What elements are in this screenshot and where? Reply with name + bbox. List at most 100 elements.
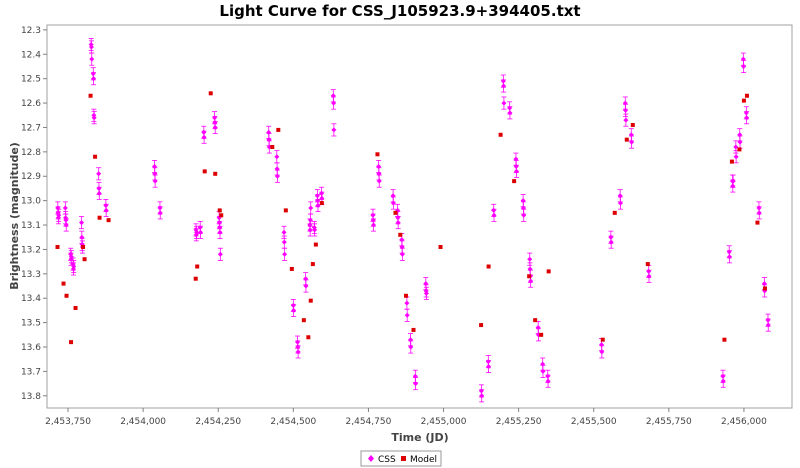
legend-css-label: CSS bbox=[378, 455, 396, 465]
legend-model-marker bbox=[401, 456, 406, 461]
y-tick-label: 13.5 bbox=[21, 319, 41, 329]
y-tick-label: 12.3 bbox=[21, 26, 41, 36]
model-data-point bbox=[755, 220, 760, 225]
legend-model-label: Model bbox=[410, 455, 437, 465]
x-axis-label: Time (JD) bbox=[391, 431, 448, 444]
css-data-point bbox=[331, 96, 337, 110]
css-data-point bbox=[201, 130, 207, 144]
y-tick-label: 12.9 bbox=[21, 172, 41, 182]
css-data-point bbox=[730, 174, 736, 188]
legend-item-model: Model bbox=[401, 455, 437, 465]
css-data-point bbox=[744, 111, 750, 125]
model-data-point bbox=[645, 262, 650, 267]
y-tick-label: 12.6 bbox=[21, 99, 41, 109]
model-data-point bbox=[737, 147, 742, 152]
y-tick-label: 12.4 bbox=[21, 50, 41, 60]
css-data-point bbox=[737, 135, 743, 149]
legend-css-marker bbox=[368, 455, 374, 462]
css-data-point bbox=[376, 174, 382, 188]
css-data-point bbox=[63, 218, 69, 232]
model-data-point bbox=[512, 179, 517, 184]
plot-frame bbox=[46, 24, 793, 409]
model-data-point bbox=[82, 257, 87, 262]
model-data-point bbox=[283, 208, 288, 213]
y-tick-label: 13.7 bbox=[21, 367, 41, 377]
x-axis-ticks: 2,453,750 2,454,000 2,454,250 2,454,500 2,45… bbox=[45, 408, 767, 427]
model-data-point bbox=[308, 298, 313, 303]
css-data-point bbox=[395, 216, 401, 230]
model-data-point bbox=[630, 123, 635, 128]
css-data-point bbox=[741, 59, 747, 73]
x-tick-label: 2,455,250 bbox=[496, 417, 542, 427]
css-data-point bbox=[303, 279, 309, 293]
model-data-point bbox=[624, 137, 629, 142]
css-data-point bbox=[274, 169, 280, 183]
y-tick-label: 13.1 bbox=[21, 221, 41, 231]
css-data-point bbox=[295, 345, 301, 359]
css-data-point bbox=[733, 150, 739, 164]
css-data-point bbox=[71, 260, 77, 274]
model-data-point bbox=[600, 337, 605, 342]
model-data-point bbox=[97, 215, 102, 220]
css-data-point bbox=[212, 120, 218, 134]
x-tick-label: 2,455,750 bbox=[646, 417, 692, 427]
css-data-point bbox=[514, 164, 520, 178]
model-data-point bbox=[546, 269, 551, 274]
css-data-point bbox=[629, 135, 635, 149]
model-data-point bbox=[289, 266, 294, 271]
css-data-point bbox=[91, 111, 97, 125]
y-tick-label: 12.8 bbox=[21, 148, 41, 158]
model-data-point bbox=[403, 293, 408, 298]
model-data-point bbox=[486, 264, 491, 269]
css-data-point bbox=[291, 303, 297, 317]
css-data-point bbox=[521, 208, 527, 222]
css-data-point bbox=[507, 106, 513, 120]
css-data-point bbox=[608, 235, 614, 249]
model-data-point bbox=[762, 286, 767, 291]
model-data-point bbox=[498, 132, 503, 137]
css-data-point bbox=[408, 340, 414, 354]
y-axis-ticks: 12.3 12.4 12.5 12.6 12.7 12.8 12.9 13.0 13.1 13.2… bbox=[21, 26, 47, 402]
x-tick-label: 2,456,000 bbox=[721, 417, 767, 427]
css-data-point bbox=[312, 223, 318, 237]
css-data-point bbox=[765, 318, 771, 332]
model-data-point bbox=[527, 274, 532, 279]
css-data-point bbox=[399, 247, 405, 261]
css-data-point bbox=[501, 79, 507, 93]
y-tick-label: 13.6 bbox=[21, 343, 41, 353]
model-data-point bbox=[193, 276, 198, 281]
model-data-point bbox=[375, 152, 380, 157]
css-data-point bbox=[91, 72, 97, 86]
model-data-point bbox=[612, 210, 617, 215]
model-data-point bbox=[88, 93, 93, 98]
model-data-point bbox=[276, 127, 281, 132]
y-tick-label: 13.3 bbox=[21, 270, 41, 280]
model-data-point bbox=[106, 218, 111, 223]
model-data-point bbox=[306, 335, 311, 340]
x-tick-label: 2,454,250 bbox=[195, 417, 241, 427]
css-data-point bbox=[599, 345, 605, 359]
y-tick-label: 12.5 bbox=[21, 75, 41, 85]
model-data-point bbox=[219, 213, 224, 218]
model-data-point bbox=[81, 244, 86, 249]
css-data-point bbox=[617, 196, 623, 210]
css-data-point bbox=[390, 196, 396, 210]
css-data-point bbox=[501, 96, 507, 110]
plot-area bbox=[46, 24, 793, 409]
model-data-point bbox=[539, 332, 544, 337]
model-data-point bbox=[73, 305, 78, 310]
model-data-point bbox=[729, 159, 734, 164]
css-data-point bbox=[371, 218, 377, 232]
model-data-point bbox=[319, 201, 324, 206]
model-data-point bbox=[310, 262, 315, 267]
css-data-point bbox=[103, 203, 109, 217]
css-data-point bbox=[157, 206, 163, 220]
model-data-point bbox=[64, 293, 69, 298]
model-data-point bbox=[69, 340, 74, 345]
model-data-point bbox=[741, 98, 746, 103]
css-data-point bbox=[217, 247, 223, 261]
x-tick-label: 2,454,000 bbox=[120, 417, 166, 427]
css-data-point bbox=[56, 208, 62, 222]
y-tick-label: 13.0 bbox=[21, 197, 41, 207]
css-data-point bbox=[96, 167, 102, 181]
